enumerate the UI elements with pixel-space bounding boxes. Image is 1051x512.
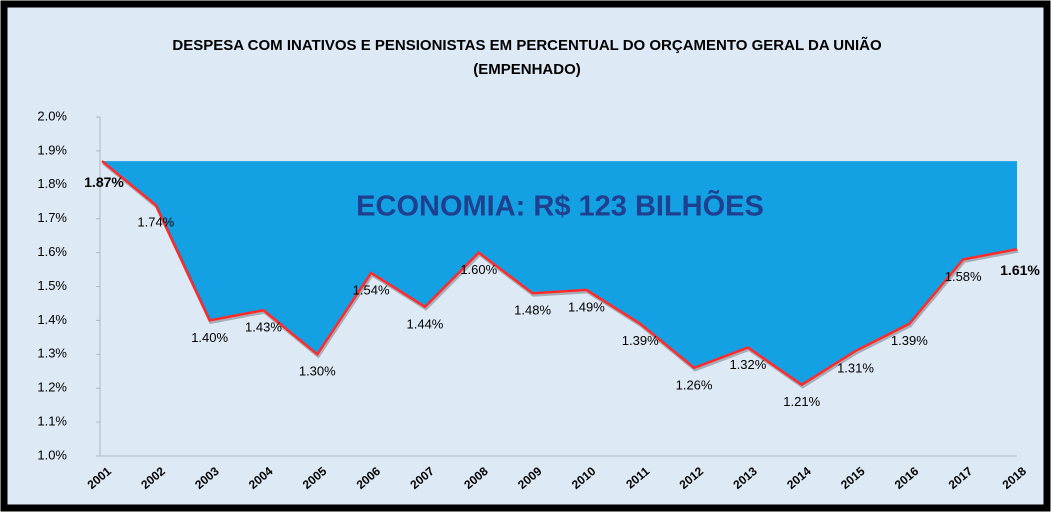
chart-title: (EMPENHADO) <box>473 61 581 78</box>
data-label: 1.48% <box>514 303 551 318</box>
data-label: 1.43% <box>245 320 282 335</box>
line-shadow <box>102 161 1019 389</box>
data-label: 1.60% <box>460 262 497 277</box>
y-tick-label: 1.7% <box>37 210 67 225</box>
data-label: 1.39% <box>891 333 928 348</box>
data-label: 1.61% <box>1000 262 1040 278</box>
data-label: 1.44% <box>407 316 444 331</box>
data-label: 1.58% <box>945 269 982 284</box>
y-tick-label: 1.5% <box>37 278 67 293</box>
area <box>102 161 1017 385</box>
data-label: 1.87% <box>84 174 124 190</box>
data-label: 1.21% <box>783 394 820 409</box>
annotation: ECONOMIA: R$ 123 BILHÕES <box>356 189 764 223</box>
data-label: 1.30% <box>299 364 336 379</box>
y-tick-label: 1.6% <box>37 244 67 259</box>
line <box>101 160 1018 387</box>
y-tick-label: 1.4% <box>37 312 67 327</box>
chart-title: DESPESA COM INATIVOS E PENSIONISTAS EM P… <box>172 36 882 54</box>
data-label: 1.54% <box>353 282 390 297</box>
data-label: 1.39% <box>622 333 659 348</box>
data-label: 1.26% <box>676 377 713 392</box>
data-label: 1.49% <box>568 299 605 314</box>
data-label: 1.32% <box>729 357 766 372</box>
y-tick-label: 1.1% <box>37 414 67 429</box>
y-tick-label: 1.0% <box>37 447 67 462</box>
y-tick-label: 1.8% <box>37 176 67 191</box>
data-label: 1.74% <box>137 215 174 230</box>
y-tick-label: 1.9% <box>37 142 67 157</box>
y-tick-label: 2.0% <box>37 108 67 123</box>
y-tick-label: 1.3% <box>37 346 67 361</box>
y-tick-label: 1.2% <box>37 380 67 395</box>
data-label: 1.40% <box>191 330 228 345</box>
data-label: 1.31% <box>837 360 874 375</box>
